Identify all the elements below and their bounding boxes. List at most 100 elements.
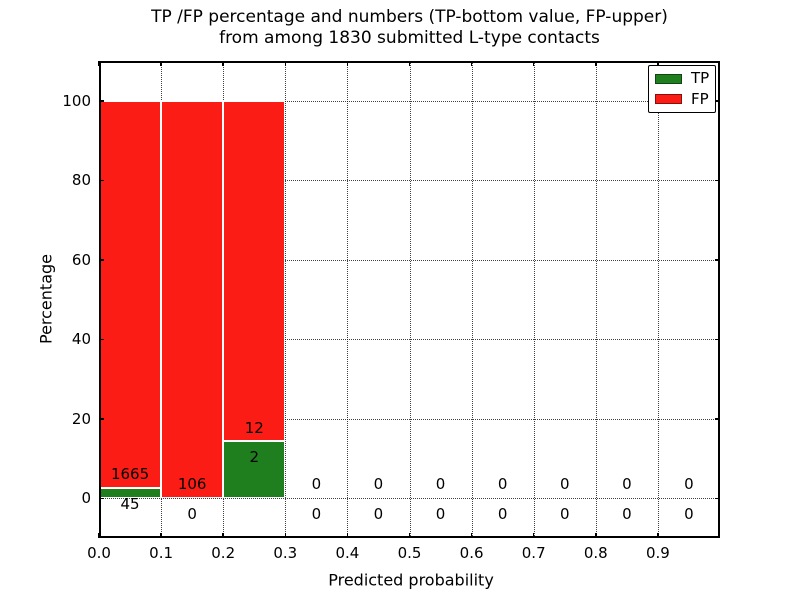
x-tick-label: 0.0 [87, 544, 111, 562]
gridline-horizontal [99, 418, 720, 420]
x-tick-label: 0.4 [335, 544, 360, 562]
gridline-vertical [409, 61, 411, 538]
x-tickmark-top [657, 61, 659, 66]
fp-bar-segment [223, 100, 286, 442]
x-tick-label: 0.6 [459, 544, 484, 562]
y-tickmark-left [99, 338, 104, 340]
gridline-vertical [657, 61, 659, 538]
y-tickmark-left [99, 497, 104, 499]
legend-entry-tp: TP [655, 71, 715, 86]
x-tick-label: 0.5 [397, 544, 422, 562]
tp-legend-label: TP [691, 69, 710, 88]
y-tick-label: 60 [71, 250, 91, 269]
tp-count-label: 0 [373, 505, 384, 524]
y-tickmark-left [99, 179, 104, 181]
x-tickmark-bottom [222, 533, 224, 538]
x-tickmark-bottom [98, 533, 100, 538]
tp-legend-swatch [655, 73, 682, 84]
gridline-vertical [533, 61, 535, 538]
y-tick-label: 80 [71, 171, 91, 190]
x-tickmark-top [98, 61, 100, 66]
x-tickmark-bottom [160, 533, 162, 538]
gridline-vertical [595, 61, 597, 538]
y-tickmark-right [715, 338, 720, 340]
y-tick-label: 40 [71, 330, 91, 349]
fp-count-label: 0 [311, 475, 322, 494]
fp-count-label: 1665 [110, 464, 150, 483]
fp-bar-segment [161, 100, 224, 499]
gridline-horizontal [99, 259, 720, 261]
x-tick-label: 0.9 [645, 544, 670, 562]
y-tickmark-left [99, 100, 104, 102]
y-tickmark-right [715, 418, 720, 420]
gridline-horizontal [99, 100, 720, 102]
left-spine [99, 61, 101, 538]
fp-count-label: 0 [559, 475, 570, 494]
x-tickmark-top [595, 61, 597, 66]
x-tick-label: 0.7 [521, 544, 546, 562]
x-tickmark-top [532, 61, 535, 66]
gridline-horizontal [99, 339, 720, 341]
fp-count-label: 0 [435, 475, 446, 494]
y-tickmark-left [99, 259, 104, 261]
x-tickmark-top [470, 61, 473, 66]
y-tickmark-right [715, 179, 720, 181]
y-tickmark-left [99, 418, 104, 420]
y-tickmark-right [715, 497, 720, 499]
fp-count-label: 12 [244, 418, 264, 437]
tp-count-label: 0 [187, 505, 197, 524]
y-tickmark-right [715, 259, 720, 261]
fp-count-label: 0 [622, 475, 632, 494]
x-tickmark-bottom [470, 533, 473, 538]
tp-count-label: 0 [559, 505, 570, 524]
x-tickmark-bottom [657, 533, 659, 538]
x-tickmark-top [284, 61, 287, 66]
x-tick-label: 0.3 [273, 544, 298, 562]
x-tickmark-bottom [346, 533, 349, 538]
fp-legend-swatch [655, 94, 682, 105]
chart-title-line2: from among 1830 submitted L-type contact… [219, 28, 600, 48]
x-tick-label: 0.2 [211, 544, 236, 562]
tp-count-label: 0 [684, 505, 694, 524]
y-tick-label: 20 [71, 409, 91, 428]
right-spine [718, 61, 720, 538]
fp-count-label: 0 [373, 475, 384, 494]
y-tick-label: 100 [62, 91, 91, 110]
gridline-vertical [471, 61, 473, 538]
tp-count-label: 0 [435, 505, 446, 524]
tp-count-label: 45 [120, 494, 140, 513]
x-tickmark-top [408, 61, 411, 66]
tp-bar-segment [223, 441, 286, 499]
x-tickmark-bottom [532, 533, 535, 538]
x-axis-label: Predicted probability [328, 570, 494, 590]
tp-count-label: 0 [311, 505, 322, 524]
gridline-vertical [285, 61, 287, 538]
gridline-horizontal [99, 180, 720, 182]
x-tickmark-top [160, 61, 162, 66]
plot-area: TP FP 1665 45 106 0 12 2 0 0 0 0 0 0 0 0 0 0 0 0 0 0 [98, 61, 720, 538]
tp-count-label: 0 [622, 505, 632, 524]
legend: TP FP [648, 65, 716, 113]
x-tickmark-bottom [595, 533, 597, 538]
tp-count-label: 2 [249, 448, 260, 467]
y-tick-label: 0 [81, 489, 91, 508]
chart-title-line1: TP /FP percentage and numbers (TP-bottom… [151, 7, 668, 27]
fp-bar-segment [99, 100, 162, 488]
chart-title: TP /FP percentage and numbers (TP-bottom… [99, 7, 720, 49]
x-tick-label: 0.8 [583, 544, 608, 562]
gridline-vertical [347, 61, 349, 538]
fp-count-label: 106 [177, 475, 207, 494]
x-tick-label: 0.1 [149, 544, 174, 562]
fp-count-label: 0 [684, 475, 694, 494]
gridline-horizontal [99, 498, 720, 500]
tp-count-label: 0 [497, 505, 508, 524]
x-tickmark-top [346, 61, 349, 66]
legend-entry-fp: FP [655, 89, 715, 108]
fp-legend-label: FP [691, 89, 709, 108]
x-tickmark-bottom [284, 533, 287, 538]
fp-count-label: 0 [497, 475, 508, 494]
y-tickmark-right [715, 100, 720, 102]
x-tickmark-top [222, 61, 224, 66]
x-tickmark-bottom [408, 533, 411, 538]
